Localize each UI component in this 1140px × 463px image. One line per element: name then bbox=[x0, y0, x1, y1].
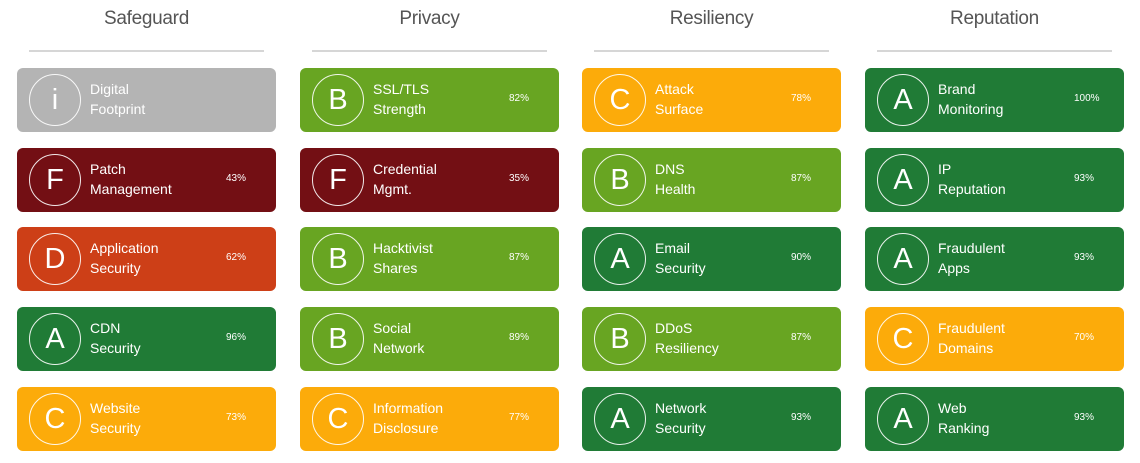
column-divider bbox=[594, 50, 829, 52]
card-application-security[interactable]: D Application Security 62% bbox=[17, 227, 276, 291]
grade-badge: A bbox=[594, 393, 646, 445]
card-percent: 93% bbox=[1074, 412, 1095, 423]
column-title: Safeguard bbox=[104, 8, 189, 29]
grade-badge: C bbox=[312, 393, 364, 445]
column-title: Privacy bbox=[399, 8, 460, 29]
grade-badge: A bbox=[877, 154, 929, 206]
card-label: IP Reputation bbox=[938, 161, 1006, 197]
card-percent: 100% bbox=[1074, 93, 1100, 104]
card-ddos-resiliency[interactable]: B DDoS Resiliency 87% bbox=[582, 307, 841, 371]
card-percent: 78% bbox=[791, 93, 812, 104]
card-label: SSL/TLS Strength bbox=[373, 81, 430, 117]
card-percent: 77% bbox=[509, 412, 530, 423]
grade-badge: B bbox=[312, 233, 364, 285]
grade-badge: C bbox=[594, 74, 646, 126]
card-label: Website Security bbox=[90, 400, 141, 436]
card-email-security[interactable]: A Email Security 90% bbox=[582, 227, 841, 291]
column-divider bbox=[877, 50, 1112, 52]
card-percent: 43% bbox=[226, 173, 247, 184]
card-percent: 90% bbox=[791, 252, 812, 263]
card-label: Hacktivist Shares bbox=[373, 240, 433, 276]
card-percent: 82% bbox=[509, 93, 530, 104]
card-percent: 87% bbox=[791, 173, 812, 184]
card-fraudulent-domains[interactable]: C Fraudulent Domains 70% bbox=[865, 307, 1124, 371]
card-percent: 62% bbox=[226, 252, 247, 263]
card-percent: 93% bbox=[1074, 173, 1095, 184]
grade-badge: D bbox=[29, 233, 81, 285]
card-percent: 70% bbox=[1074, 332, 1095, 343]
grade-badge: A bbox=[877, 74, 929, 126]
card-label: Attack Surface bbox=[655, 81, 704, 117]
column-title: Reputation bbox=[950, 8, 1039, 29]
card-label: Fraudulent Domains bbox=[938, 320, 1005, 356]
card-label: CDN Security bbox=[90, 320, 141, 356]
column-divider bbox=[312, 50, 547, 52]
grade-badge: C bbox=[29, 393, 81, 445]
card-credential-mgmt[interactable]: F Credential Mgmt. 35% bbox=[300, 148, 559, 212]
grade-info-icon: i bbox=[29, 74, 81, 126]
card-percent: 73% bbox=[226, 412, 247, 423]
grade-badge: A bbox=[29, 313, 81, 365]
card-label: Patch Management bbox=[90, 161, 172, 197]
grade-badge: F bbox=[312, 154, 364, 206]
card-label: DDoS Resiliency bbox=[655, 320, 719, 356]
card-label: Brand Monitoring bbox=[938, 81, 1004, 117]
card-attack-surface[interactable]: C Attack Surface 78% bbox=[582, 68, 841, 132]
card-label: Credential Mgmt. bbox=[373, 161, 437, 197]
card-website-security[interactable]: C Website Security 73% bbox=[17, 387, 276, 451]
card-percent: 87% bbox=[791, 332, 812, 343]
card-ip-reputation[interactable]: A IP Reputation 93% bbox=[865, 148, 1124, 212]
card-percent: 87% bbox=[509, 252, 530, 263]
card-percent: 93% bbox=[1074, 252, 1095, 263]
card-social-network[interactable]: B Social Network 89% bbox=[300, 307, 559, 371]
card-percent: 93% bbox=[791, 412, 812, 423]
card-label: Digital Footprint bbox=[90, 81, 146, 117]
card-digital-footprint[interactable]: i Digital Footprint bbox=[17, 68, 276, 132]
card-label: Information Disclosure bbox=[373, 400, 444, 436]
grade-badge: F bbox=[29, 154, 81, 206]
column-divider bbox=[29, 50, 264, 52]
card-percent: 35% bbox=[509, 173, 530, 184]
card-label: Web Ranking bbox=[938, 400, 990, 436]
card-label: Social Network bbox=[373, 320, 425, 356]
card-percent: 96% bbox=[226, 332, 247, 343]
grade-badge: A bbox=[877, 233, 929, 285]
grade-badge: B bbox=[312, 313, 364, 365]
card-dns-health[interactable]: B DNS Health 87% bbox=[582, 148, 841, 212]
grade-badge: B bbox=[312, 74, 364, 126]
card-information-disclosure[interactable]: C Information Disclosure 77% bbox=[300, 387, 559, 451]
grade-badge: A bbox=[877, 393, 929, 445]
card-patch-management[interactable]: F Patch Management 43% bbox=[17, 148, 276, 212]
card-brand-monitoring[interactable]: A Brand Monitoring 100% bbox=[865, 68, 1124, 132]
grade-badge: B bbox=[594, 154, 646, 206]
grade-badge: C bbox=[877, 313, 929, 365]
card-percent: 89% bbox=[509, 332, 530, 343]
card-web-ranking[interactable]: A Web Ranking 93% bbox=[865, 387, 1124, 451]
card-label: Fraudulent Apps bbox=[938, 240, 1005, 276]
column-title: Resiliency bbox=[669, 8, 754, 29]
grade-badge: A bbox=[594, 233, 646, 285]
card-hacktivist-shares[interactable]: B Hacktivist Shares 87% bbox=[300, 227, 559, 291]
card-cdn-security[interactable]: A CDN Security 96% bbox=[17, 307, 276, 371]
card-label: Application Security bbox=[90, 240, 159, 276]
card-fraudulent-apps[interactable]: A Fraudulent Apps 93% bbox=[865, 227, 1124, 291]
card-network-security[interactable]: A Network Security 93% bbox=[582, 387, 841, 451]
card-label: DNS Health bbox=[655, 161, 696, 197]
card-label: Email Security bbox=[655, 240, 706, 276]
card-ssl-tls-strength[interactable]: B SSL/TLS Strength 82% bbox=[300, 68, 559, 132]
grade-badge: B bbox=[594, 313, 646, 365]
card-label: Network Security bbox=[655, 400, 707, 436]
